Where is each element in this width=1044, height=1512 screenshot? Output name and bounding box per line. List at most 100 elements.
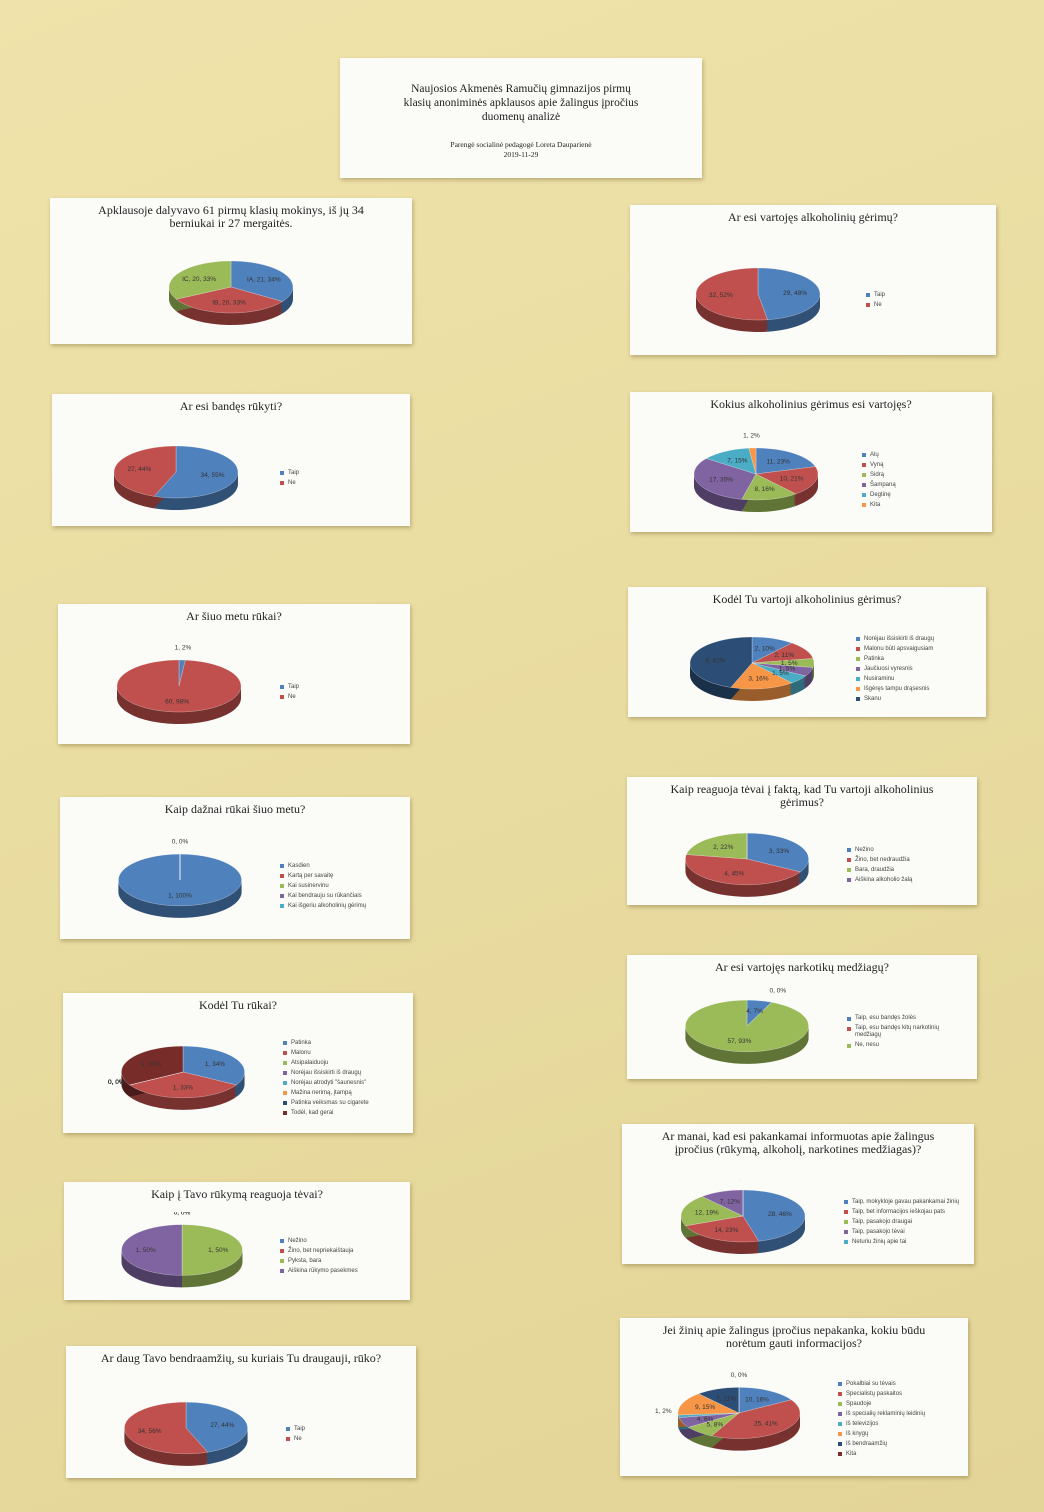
legend-item: Alų (862, 452, 980, 459)
legend-swatch (856, 667, 860, 671)
slice-label: 1, 50% (136, 1247, 156, 1254)
legend-swatch (844, 1230, 848, 1234)
slice-label: 2, 11% (774, 652, 794, 659)
slice-label: 1, 33% (141, 1061, 161, 1068)
chart-title: Jei žinių apie žalingus įpročius nepakan… (662, 1323, 926, 1350)
legend-swatch (838, 1452, 842, 1456)
slice-label: 10, 21% (780, 475, 804, 482)
legend-swatch (283, 1111, 287, 1115)
legend-label: Patinka (291, 1039, 312, 1046)
legend-swatch (286, 1427, 290, 1431)
legend-swatch (838, 1382, 842, 1386)
slice (698, 1387, 740, 1414)
slice-label: 34, 55% (201, 472, 225, 479)
legend-label: Degtinę (870, 491, 891, 498)
legend-swatch (283, 1081, 287, 1085)
chart-title: Kaip reaguoja tėvai į faktą, kad Tu vart… (670, 782, 934, 809)
legend-label: Kita (870, 501, 881, 508)
legend-label: Patinka (864, 655, 885, 662)
legend-item: Taip, bet informacijos ieškojau pats (844, 1209, 962, 1216)
pie-chart: 1, 34%1, 33%0, 0%0, 0%0, 0%0, 0%0, 0%1, … (108, 1045, 245, 1110)
slice-label: 2, 22% (713, 844, 733, 851)
slice (168, 260, 232, 300)
chart-sheet: Ar daug Tavo bendraamžių, su kuriais Tu … (66, 1346, 416, 1478)
date: 2019-11-29 (503, 150, 539, 159)
slice (689, 636, 753, 688)
legend-item: Degtinę (862, 492, 980, 499)
legend-label: Pyksta, bara (288, 1257, 322, 1264)
slice (121, 1224, 183, 1276)
slice (129, 1071, 237, 1099)
slice (124, 1401, 209, 1455)
legend-item: Iš specialių reklaminių leidinių (838, 1411, 956, 1418)
legend-label: Kai išgeriu alkoholinių gėrimų (288, 902, 367, 909)
legend-item: Malonu būti apsvaigusiam (856, 646, 974, 653)
legend: Norėjau išsiskirti iš draugų Malonu būti … (856, 633, 974, 706)
legend-swatch (844, 1240, 848, 1244)
legend-label: Malonu (291, 1049, 311, 1056)
chart-body: IA, 21, 34% IB, 20, 33% IC, 20, 33% (50, 242, 412, 344)
legend-swatch (856, 647, 860, 651)
legend-swatch (280, 1239, 284, 1243)
legend-label: Ne (288, 479, 296, 486)
legend-label: Iš knygų (846, 1430, 869, 1437)
legend-item: Aiškina rūkymo pasekmes (280, 1268, 398, 1275)
slice-label: 60, 98% (165, 699, 189, 706)
legend-item: Iš televizijos (838, 1421, 956, 1428)
pie-chart: 34, 55% 27, 44% (113, 445, 239, 511)
slice-label: 10, 16% (745, 1397, 769, 1404)
legend-label: Kasdien (288, 862, 310, 869)
legend-swatch (862, 473, 866, 477)
chart-sheet: Ar esi vartojęs alkoholinių gėrimų? 29, 4… (630, 205, 996, 355)
slice-label: 28, 46% (768, 1211, 792, 1218)
slice (113, 445, 177, 497)
pie-chart: 10, 16% 25, 41% 5, 8%4, 6% 1, 2% 9, 15%7, 11… (655, 1372, 801, 1451)
legend-label: Spaudoje (846, 1400, 872, 1407)
legend-label: Norėjau išsiskirti iš draugų (864, 635, 935, 642)
legend-label: Nežino (288, 1237, 307, 1244)
legend-swatch (866, 303, 870, 307)
legend-label: Alų (870, 451, 879, 458)
slice-label: 8, 42% (705, 657, 725, 664)
legend: Taip Ne (280, 467, 398, 490)
slice-label: 1, 33% (173, 1085, 193, 1092)
legend-swatch (856, 657, 860, 661)
slice (685, 1215, 760, 1243)
chart-body: 27, 44% 34, 56% Taip Ne (66, 1390, 416, 1478)
pie-chart: 0, 0%0, 0%1, 50%1, 50% (121, 1212, 243, 1288)
legend-swatch (283, 1071, 287, 1075)
legend-swatch (844, 1210, 848, 1214)
legend-item: Kita (862, 502, 980, 509)
chart-sheet: Ar šiuo metu rūkai? 1, 2% 60, 98% Taip Ne (58, 604, 410, 744)
legend-item: Norėjau išsiskirti iš draugų (283, 1070, 401, 1077)
chart-sheet: Kaip dažnai rūkai šiuo metu? 1, 100% 0, 0%… (60, 797, 410, 939)
slice-label: 0, 0% (735, 1180, 752, 1181)
legend-item: Patinka (856, 656, 974, 663)
legend-item: Taip, esu bandęs žolės (847, 1015, 965, 1022)
chart-title: Ar esi vartojęs alkoholinių gėrimų? (728, 210, 898, 224)
legend-item: Ne (866, 302, 984, 309)
chart-title: Kaip į Tavo rūkymą reaguoja tėvai? (151, 1187, 323, 1201)
legend-swatch (280, 481, 284, 485)
legend-swatch (280, 685, 284, 689)
slice (116, 659, 242, 713)
slice-label: 12, 19% (695, 1209, 719, 1216)
slice-label: 29, 48% (783, 290, 807, 297)
chart-sheet: Ar esi vartojęs narkotikų medžiagų? 4, 7%… (627, 955, 977, 1079)
legend-swatch (847, 858, 851, 862)
legend-swatch (283, 1091, 287, 1095)
legend-swatch (283, 1061, 287, 1065)
legend-item: Aiškina alkoholio žalą (847, 877, 965, 884)
legend-item: Kasdien (280, 863, 398, 870)
legend-swatch (862, 493, 866, 497)
legend-item: Patinka (283, 1040, 401, 1047)
legend-item: Spaudoje (838, 1401, 956, 1408)
legend-label: Taip, pasakojo draugai (852, 1218, 913, 1225)
legend: Taip Ne (866, 289, 984, 312)
slice (685, 854, 801, 886)
slice-label: 1, 2% (743, 433, 760, 440)
slice (121, 1045, 184, 1086)
chart-title: Kodėl Tu vartoji alkoholinius gėrimus? (712, 592, 902, 606)
legend-item: Skanu (856, 696, 974, 703)
